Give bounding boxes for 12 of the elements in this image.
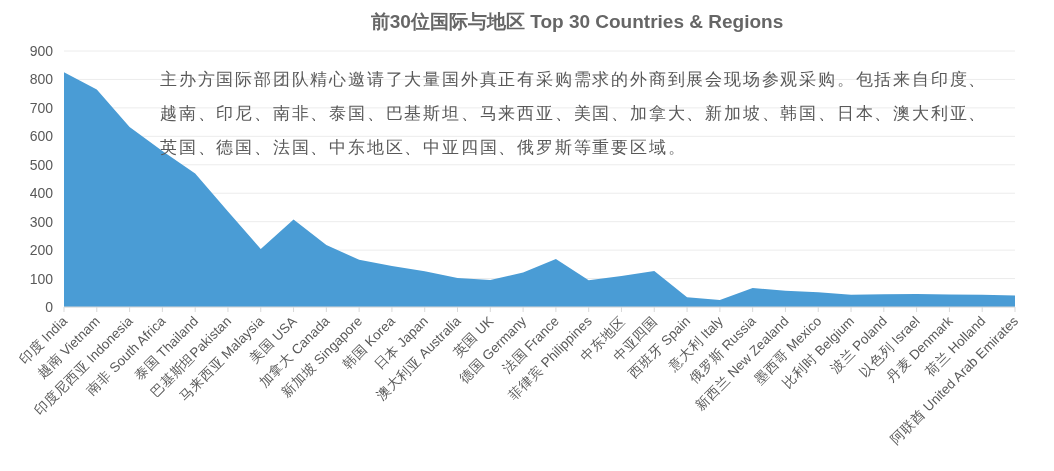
y-tick-label: 600 bbox=[29, 128, 54, 145]
y-tick-label: 300 bbox=[29, 213, 54, 230]
y-tick-label: 500 bbox=[29, 156, 54, 173]
y-tick-label: 900 bbox=[29, 43, 54, 59]
y-tick-label: 200 bbox=[29, 242, 54, 259]
y-tick-label: 400 bbox=[29, 185, 54, 202]
y-tick-label: 100 bbox=[29, 270, 54, 287]
y-tick-label: 0 bbox=[45, 299, 54, 315]
y-tick-label: 700 bbox=[29, 99, 54, 116]
y-tick-label: 800 bbox=[29, 71, 54, 88]
annotation: 主办方国际部团队精心邀请了大量国外真正有采购需求的外商到展会现场参观采购。包括来自印度、越南、印尼、南非、泰国、巴基斯坦、马来西亚、美国、加拿大、新加坡、韩国、日本、澳大利亚、英国、德国、法国、中东地区、中亚四国、俄罗斯等重要区域。 bbox=[160, 69, 989, 158]
chart-title: 前30位国际与地区 Top 30 Countries & Regions bbox=[369, 11, 784, 32]
